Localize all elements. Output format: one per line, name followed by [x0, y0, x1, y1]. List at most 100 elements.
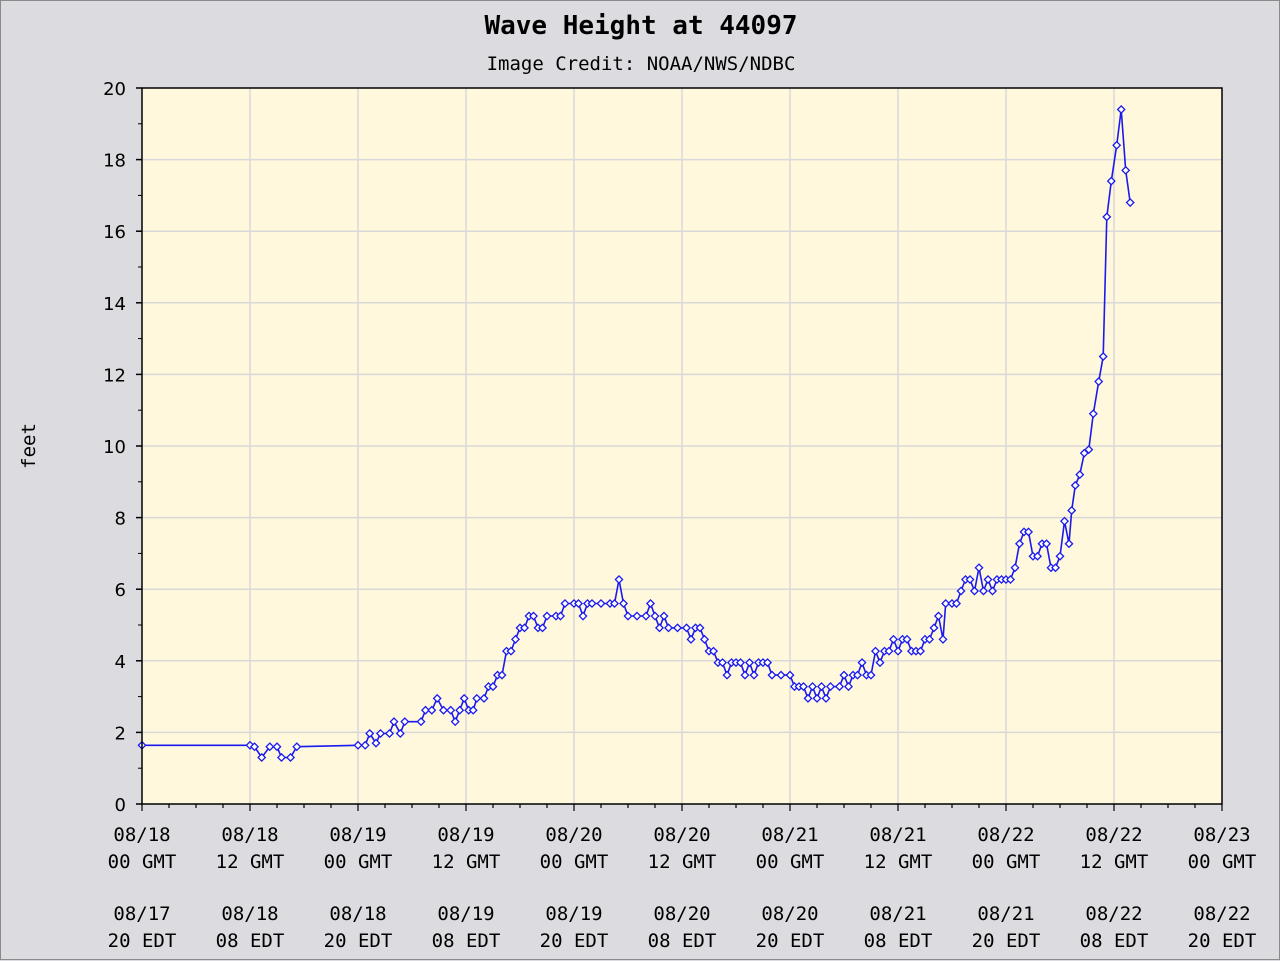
x-tick-date-gmt: 08/20: [653, 824, 710, 846]
data-point: [816, 682, 827, 692]
data-point: [699, 634, 710, 644]
data-point: [353, 740, 363, 750]
x-tick-time-edt: 20 EDT: [972, 930, 1041, 952]
data-point: [659, 611, 669, 621]
y-tick-label: 4: [115, 652, 126, 673]
data-point: [479, 693, 489, 703]
data-point: [798, 682, 809, 692]
data-point: [767, 670, 777, 680]
data-point: [537, 623, 548, 633]
data-point: [803, 693, 813, 703]
data-point: [641, 611, 651, 621]
y-tick-label: 16: [103, 222, 126, 243]
data-point: [875, 658, 885, 668]
data-point: [472, 693, 482, 703]
data-point: [1088, 409, 1098, 419]
data-point: [510, 634, 521, 644]
x-tick-time-edt: 20 EDT: [108, 930, 177, 952]
data-point: [420, 705, 431, 715]
data-point: [762, 658, 773, 668]
y-tick-label: 12: [103, 365, 126, 386]
data-series: [137, 104, 1135, 762]
data-point: [978, 586, 989, 596]
data-point: [265, 742, 275, 752]
data-point: [438, 705, 449, 715]
x-tick-time-edt: 08 EDT: [648, 930, 717, 952]
data-point: [929, 623, 939, 633]
x-tick-time-edt: 08 EDT: [1080, 930, 1149, 952]
data-point: [974, 563, 984, 573]
data-point: [735, 658, 746, 668]
data-point: [951, 599, 962, 609]
data-point: [695, 623, 705, 633]
x-tick-time-gmt: 00 GMT: [1188, 851, 1257, 873]
x-tick-time-gmt: 12 GMT: [1080, 851, 1149, 873]
x-tick-time-edt: 20 EDT: [540, 930, 609, 952]
y-tick-label: 2: [115, 723, 126, 744]
data-point: [360, 740, 370, 750]
grid-lines: [142, 88, 1222, 804]
data-point: [618, 599, 629, 609]
x-tick-date-gmt: 08/21: [869, 824, 926, 846]
x-tick-date-edt: 08/20: [653, 903, 710, 925]
data-point: [672, 623, 683, 633]
y-tick-label: 0: [115, 795, 126, 816]
data-point: [384, 728, 395, 738]
data-point: [528, 611, 539, 621]
data-point: [276, 752, 287, 762]
data-point: [987, 586, 998, 596]
y-tick-label: 6: [115, 580, 126, 601]
data-point: [1032, 551, 1043, 561]
data-point: [560, 599, 570, 609]
data-point: [866, 670, 876, 680]
data-point: [257, 752, 267, 762]
data-point: [468, 705, 478, 715]
x-tick-date-edt: 08/19: [545, 903, 602, 925]
data-point: [596, 599, 606, 609]
data-point: [1106, 176, 1116, 186]
data-point: [956, 586, 966, 596]
data-point: [587, 599, 597, 609]
data-point: [488, 682, 498, 692]
x-tick-time-edt: 08 EDT: [216, 930, 285, 952]
data-point: [893, 646, 903, 656]
data-point: [902, 634, 912, 644]
x-tick-time-gmt: 12 GMT: [216, 851, 285, 873]
data-point: [740, 670, 750, 680]
data-point: [1010, 563, 1020, 573]
x-tick-date-edt: 08/21: [977, 903, 1034, 925]
data-point: [983, 575, 993, 585]
data-point: [776, 670, 786, 680]
data-point: [1075, 470, 1085, 480]
data-point: [722, 670, 732, 680]
data-point: [1023, 527, 1034, 537]
x-tick-date-edt: 08/21: [869, 903, 926, 925]
data-point: [427, 705, 437, 715]
data-point: [821, 693, 831, 703]
data-point: [459, 693, 469, 703]
data-point: [578, 611, 588, 621]
data-point: [1064, 539, 1074, 549]
data-point: [645, 599, 656, 609]
data-point: [1055, 551, 1065, 561]
y-axis-label: feet: [18, 423, 40, 469]
data-point: [632, 611, 642, 621]
x-tick-date-edt: 08/22: [1085, 903, 1142, 925]
y-tick-label: 20: [103, 79, 126, 100]
data-point: [852, 670, 863, 680]
x-tick-time-gmt: 00 GMT: [972, 851, 1041, 873]
data-point: [1050, 563, 1061, 573]
data-point: [884, 646, 894, 656]
data-point: [941, 599, 951, 609]
data-point: [389, 717, 399, 727]
data-point: [1112, 140, 1122, 150]
axes: 0 2 4 6 8 10 12 14 16 18 20 08/18 00 GMT 08/17 20 EDT 0…: [103, 79, 1256, 952]
chart-title: Wave Height at 44097: [484, 11, 797, 41]
data-point: [542, 611, 552, 621]
data-point: [915, 646, 926, 656]
data-point: [924, 634, 935, 644]
data-point: [395, 728, 405, 738]
x-tick-time-gmt: 00 GMT: [540, 851, 609, 873]
x-tick-date-gmt: 08/20: [545, 824, 602, 846]
x-tick-date-edt: 08/18: [221, 903, 278, 925]
